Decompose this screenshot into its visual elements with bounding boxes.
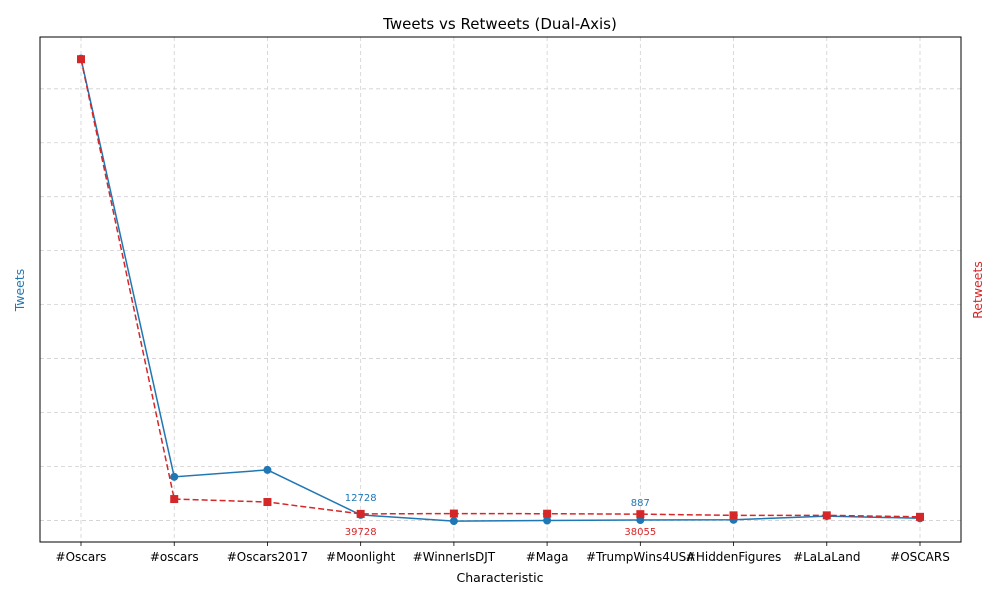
chart-title: Tweets vs Retweets (Dual-Axis) — [382, 15, 617, 33]
retweets-point — [729, 511, 738, 520]
x-tick-label: #Maga — [526, 550, 569, 564]
retweets-point — [77, 55, 85, 64]
data-labels: 12728 887 39728 38055 — [345, 493, 656, 538]
retweets-point — [636, 510, 645, 519]
x-tick-label: #Oscars — [56, 550, 107, 564]
x-axis-title: Characteristic — [457, 570, 544, 585]
retweets-point — [822, 511, 831, 520]
x-tick-label: #Moonlight — [326, 550, 396, 564]
x-tick-label: #OSCARS — [890, 550, 950, 564]
x-tick-label: #HiddenFigures — [686, 550, 782, 564]
series-line-tweets — [80, 58, 921, 522]
plot-frame — [39, 36, 962, 543]
data-label: 39728 — [345, 527, 377, 538]
retweets-point — [356, 509, 365, 518]
retweets-point — [170, 495, 179, 504]
left-y-axis-title: Tweets — [12, 269, 27, 313]
data-label: 887 — [631, 498, 650, 509]
retweets-point — [543, 509, 552, 518]
x-tick-label: #TrumpWins4USA — [586, 550, 696, 564]
data-label: 12728 — [345, 493, 377, 504]
x-tick-label: #LaLaLand — [793, 550, 860, 564]
series-line-retweets — [80, 59, 921, 518]
tweets-point — [543, 516, 552, 525]
series-layer — [77, 54, 924, 526]
tweets-point — [263, 465, 272, 474]
data-label: 38055 — [624, 527, 656, 538]
tweets-point — [170, 472, 179, 481]
x-tick-label: #WinnerIsDJT — [413, 550, 496, 564]
tweets-point — [449, 517, 458, 526]
x-axis-ticks: #Oscars #oscars #Oscars2017 #Moonlight #Winn… — [56, 542, 950, 564]
right-y-axis-title: Retweets — [970, 261, 985, 319]
grid — [40, 37, 961, 542]
retweets-point — [263, 498, 272, 507]
x-tick-label: #Oscars2017 — [227, 550, 308, 564]
retweets-point — [916, 512, 924, 521]
x-tick-label: #oscars — [150, 550, 199, 564]
retweets-point — [449, 509, 458, 518]
